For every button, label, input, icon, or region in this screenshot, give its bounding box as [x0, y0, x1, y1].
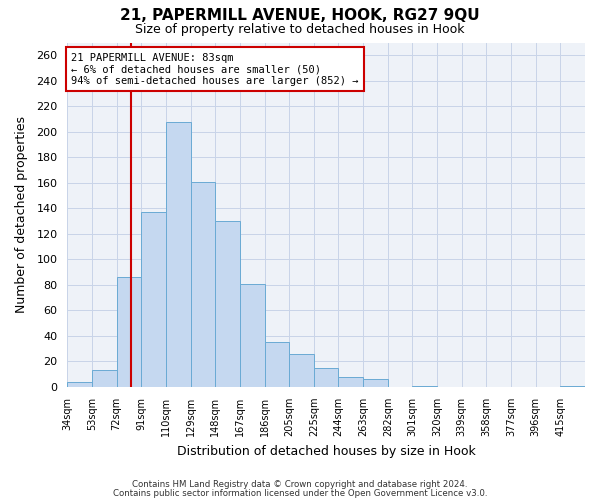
- Bar: [92, 370, 116, 387]
- Bar: [240, 284, 265, 387]
- Bar: [265, 342, 289, 387]
- Bar: [363, 380, 388, 387]
- Text: 21 PAPERMILL AVENUE: 83sqm
← 6% of detached houses are smaller (50)
94% of semi-: 21 PAPERMILL AVENUE: 83sqm ← 6% of detac…: [71, 52, 359, 86]
- Text: Size of property relative to detached houses in Hook: Size of property relative to detached ho…: [135, 22, 465, 36]
- Bar: [289, 354, 314, 387]
- X-axis label: Distribution of detached houses by size in Hook: Distribution of detached houses by size …: [177, 444, 476, 458]
- Bar: [166, 122, 191, 387]
- Y-axis label: Number of detached properties: Number of detached properties: [15, 116, 28, 313]
- Bar: [215, 221, 240, 387]
- Bar: [338, 376, 363, 387]
- Text: 21, PAPERMILL AVENUE, HOOK, RG27 9QU: 21, PAPERMILL AVENUE, HOOK, RG27 9QU: [120, 8, 480, 22]
- Text: Contains HM Land Registry data © Crown copyright and database right 2024.: Contains HM Land Registry data © Crown c…: [132, 480, 468, 489]
- Bar: [67, 382, 92, 387]
- Text: Contains public sector information licensed under the Open Government Licence v3: Contains public sector information licen…: [113, 488, 487, 498]
- Bar: [314, 368, 338, 387]
- Bar: [191, 182, 215, 387]
- Bar: [141, 212, 166, 387]
- Bar: [412, 386, 437, 387]
- Bar: [116, 277, 141, 387]
- Bar: [560, 386, 585, 387]
